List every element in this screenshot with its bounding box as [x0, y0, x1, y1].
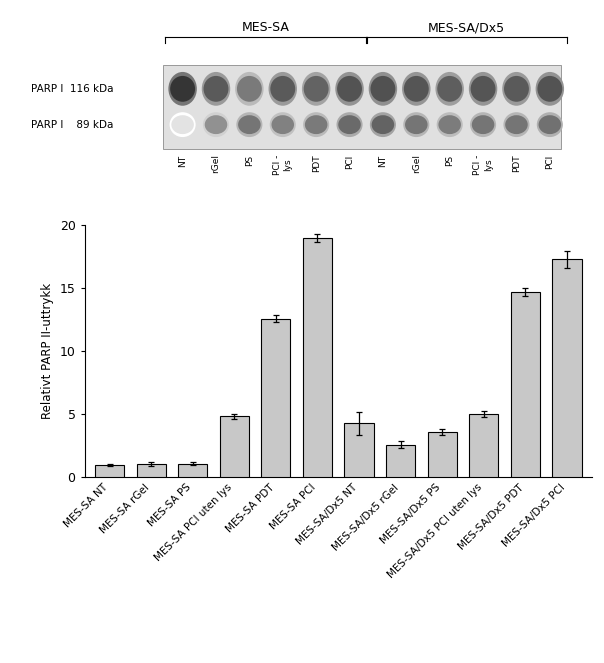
- Ellipse shape: [205, 115, 227, 134]
- Bar: [511, 292, 540, 477]
- Ellipse shape: [235, 72, 263, 106]
- Ellipse shape: [403, 112, 429, 137]
- Ellipse shape: [439, 115, 461, 134]
- Ellipse shape: [236, 112, 262, 137]
- Bar: [220, 416, 249, 477]
- Ellipse shape: [172, 115, 194, 134]
- Text: PDT: PDT: [512, 154, 521, 172]
- Text: PCI -
lys: PCI - lys: [474, 154, 493, 175]
- Bar: [303, 238, 332, 477]
- Ellipse shape: [269, 72, 297, 106]
- Ellipse shape: [170, 112, 196, 137]
- Text: PCI -
lys: PCI - lys: [273, 154, 292, 175]
- Ellipse shape: [437, 112, 463, 137]
- Text: MES-SA: MES-SA: [242, 21, 290, 34]
- Ellipse shape: [202, 72, 230, 106]
- Ellipse shape: [305, 115, 327, 134]
- Ellipse shape: [271, 76, 295, 101]
- Text: PCI: PCI: [345, 154, 354, 168]
- Ellipse shape: [539, 115, 561, 134]
- Bar: [344, 423, 374, 477]
- Ellipse shape: [169, 72, 197, 106]
- Text: PCI: PCI: [545, 154, 554, 168]
- Ellipse shape: [270, 112, 296, 137]
- Text: rGel: rGel: [211, 154, 220, 174]
- Ellipse shape: [437, 76, 462, 101]
- Text: PARP I    89 kDa: PARP I 89 kDa: [31, 119, 114, 130]
- Ellipse shape: [338, 115, 361, 134]
- Text: NT: NT: [178, 154, 187, 166]
- Ellipse shape: [505, 115, 528, 134]
- Bar: [178, 463, 207, 477]
- Ellipse shape: [304, 76, 329, 101]
- Text: rGel: rGel: [412, 154, 421, 174]
- Ellipse shape: [371, 115, 394, 134]
- Ellipse shape: [204, 76, 228, 101]
- Ellipse shape: [469, 72, 497, 106]
- Ellipse shape: [170, 76, 195, 101]
- Bar: [137, 464, 165, 477]
- Ellipse shape: [405, 115, 428, 134]
- Ellipse shape: [503, 72, 531, 106]
- Ellipse shape: [503, 112, 530, 137]
- Text: PDT: PDT: [312, 154, 321, 172]
- Ellipse shape: [370, 112, 396, 137]
- Text: PS: PS: [445, 154, 454, 166]
- Text: MES-SA/Dx5: MES-SA/Dx5: [428, 21, 505, 34]
- Bar: [386, 445, 415, 477]
- Ellipse shape: [271, 115, 294, 134]
- Ellipse shape: [536, 72, 564, 106]
- Ellipse shape: [471, 76, 495, 101]
- Ellipse shape: [203, 112, 229, 137]
- Ellipse shape: [336, 112, 362, 137]
- Bar: [262, 319, 291, 477]
- Ellipse shape: [504, 76, 529, 101]
- Text: PARP I  116 kDa: PARP I 116 kDa: [31, 84, 114, 94]
- Bar: [553, 259, 582, 477]
- Bar: [95, 465, 124, 477]
- Ellipse shape: [237, 76, 262, 101]
- Ellipse shape: [303, 112, 329, 137]
- Ellipse shape: [238, 115, 261, 134]
- Text: PS: PS: [245, 154, 254, 166]
- Text: NT: NT: [379, 154, 387, 166]
- Ellipse shape: [538, 76, 562, 101]
- Ellipse shape: [337, 76, 362, 101]
- Ellipse shape: [472, 115, 494, 134]
- Bar: [428, 432, 457, 477]
- Ellipse shape: [302, 72, 330, 106]
- Ellipse shape: [370, 76, 396, 101]
- Ellipse shape: [335, 72, 364, 106]
- Ellipse shape: [435, 72, 464, 106]
- Bar: [469, 414, 498, 477]
- Ellipse shape: [537, 112, 563, 137]
- Ellipse shape: [368, 72, 397, 106]
- Y-axis label: Relativt PARP II-uttrykk: Relativt PARP II-uttrykk: [41, 283, 54, 420]
- Ellipse shape: [470, 112, 496, 137]
- Ellipse shape: [404, 76, 429, 101]
- Ellipse shape: [402, 72, 431, 106]
- Bar: [164, 65, 561, 149]
